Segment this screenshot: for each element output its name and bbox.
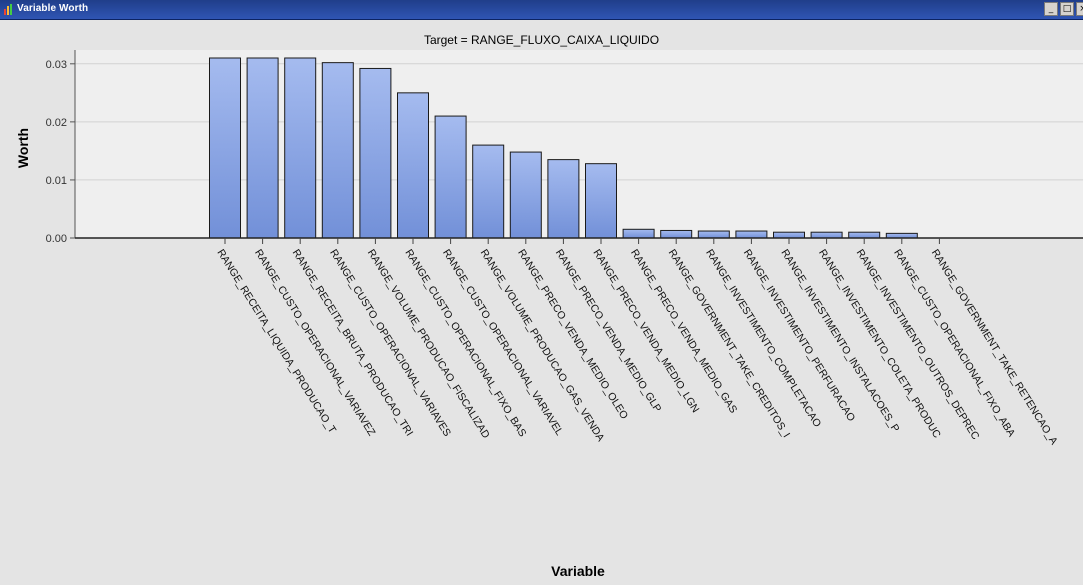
bar — [735, 230, 768, 239]
y-tick-label: 0.03 — [46, 59, 67, 71]
minimize-button[interactable]: _ — [1044, 2, 1058, 16]
bar — [472, 144, 505, 239]
y-tick-label: 0.01 — [46, 175, 67, 187]
bar — [622, 228, 655, 239]
bar — [434, 115, 467, 239]
bar — [660, 229, 693, 239]
y-axis-label: Worth — [15, 128, 31, 168]
bar — [359, 67, 392, 239]
bar — [284, 57, 317, 239]
bar — [209, 57, 241, 239]
bar — [321, 62, 354, 239]
chart-app-icon — [3, 3, 15, 15]
bar — [697, 230, 730, 239]
bar — [848, 231, 881, 239]
bar — [773, 231, 805, 239]
restore-button[interactable]: □ — [1060, 2, 1074, 16]
x-axis-label: Variable — [551, 563, 605, 579]
close-button[interactable]: × — [1076, 2, 1083, 16]
window-titlebar[interactable]: Variable Worth _ □ × — [0, 0, 1083, 20]
bar — [246, 57, 279, 239]
bar — [397, 92, 429, 239]
chart-title: Target = RANGE_FLUXO_CAIXA_LIQUIDO — [423, 33, 660, 47]
y-tick-label: 0.00 — [46, 233, 67, 245]
bar — [547, 159, 580, 239]
window-title: Variable Worth — [17, 3, 89, 14]
bar — [810, 231, 843, 239]
bar — [509, 151, 542, 239]
y-tick-label: 0.02 — [46, 117, 67, 129]
bar — [585, 163, 617, 239]
